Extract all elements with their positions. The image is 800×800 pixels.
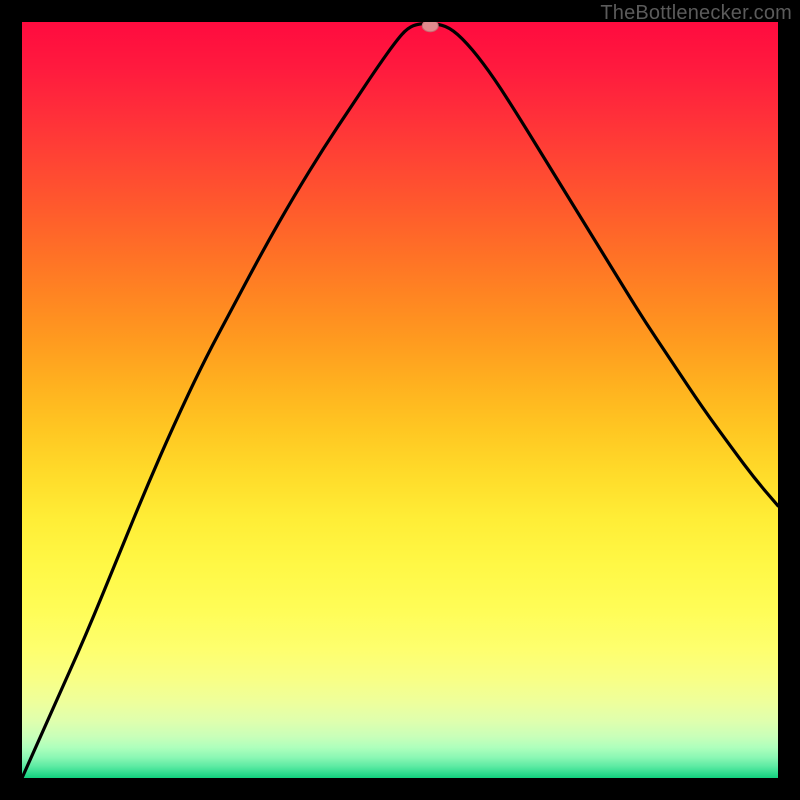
optimum-marker [422, 22, 438, 32]
gradient-background [22, 22, 778, 778]
figure-container: TheBottlenecker.com [0, 0, 800, 800]
plot-area [22, 22, 778, 778]
watermark-text: TheBottlenecker.com [600, 2, 792, 25]
bottleneck-curve-chart [22, 22, 778, 778]
